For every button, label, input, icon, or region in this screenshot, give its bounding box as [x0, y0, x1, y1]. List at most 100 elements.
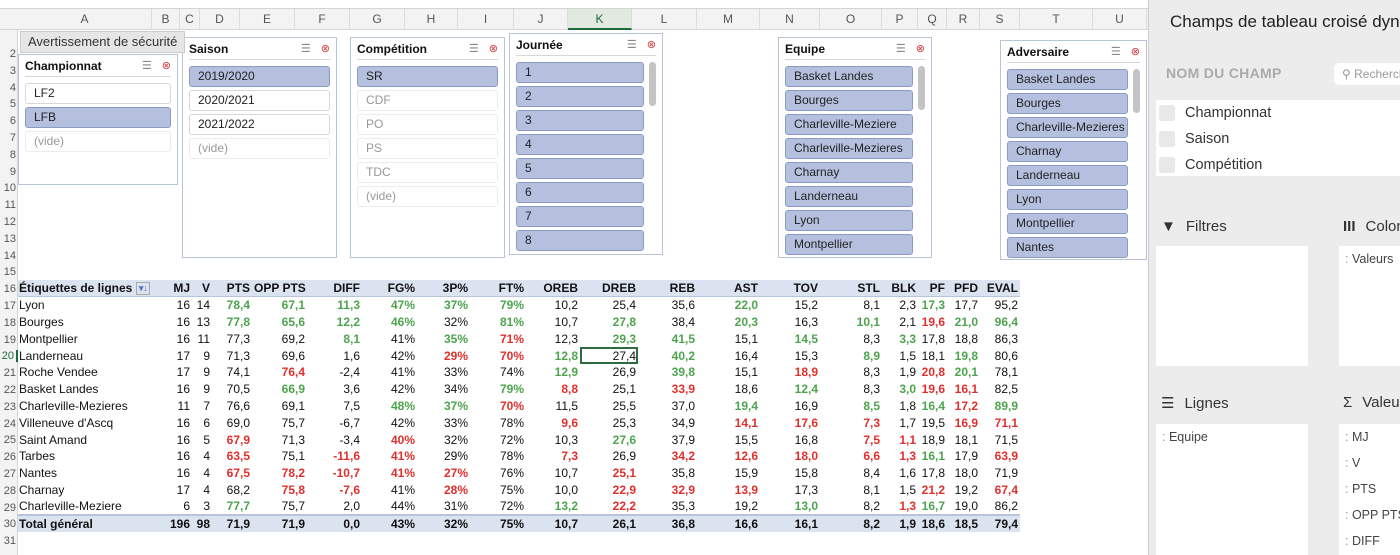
table-cell[interactable]: 16 — [176, 298, 190, 313]
row-header-24[interactable]: 24 — [3, 417, 16, 430]
total-cell[interactable]: 10,7 — [526, 514, 580, 532]
slicer-item[interactable]: (vide) — [25, 131, 171, 152]
table-cell[interactable]: 86,3 — [994, 331, 1018, 346]
table-cell[interactable]: 25,3 — [612, 415, 636, 430]
table-cell[interactable]: 20,1 — [954, 365, 978, 380]
table-cell[interactable]: 67,9 — [226, 432, 250, 447]
table-cell[interactable]: 75,8 — [281, 482, 305, 497]
table-cell[interactable]: 7 — [203, 398, 210, 413]
table-cell[interactable]: 16,9 — [794, 398, 818, 413]
table-cell[interactable]: 72% — [499, 432, 524, 447]
table-cell[interactable]: -6,7 — [339, 415, 360, 430]
column-header-K[interactable]: K — [568, 9, 632, 30]
table-cell[interactable]: 41% — [390, 365, 415, 380]
table-cell[interactable]: 1,7 — [899, 415, 916, 430]
total-cell[interactable]: 0,0 — [307, 514, 362, 532]
table-cell[interactable]: 1,5 — [899, 348, 916, 363]
total-cell[interactable]: 18,5 — [947, 514, 980, 532]
slicer-item[interactable]: 7 — [516, 206, 644, 227]
row-label[interactable]: Tarbes — [19, 449, 56, 464]
slicer-item[interactable]: TDC — [357, 162, 498, 183]
table-cell[interactable]: 67,5 — [226, 466, 250, 481]
column-header-S[interactable]: S — [980, 9, 1020, 30]
table-cell[interactable]: 65,6 — [281, 314, 305, 329]
column-header-N[interactable]: N — [760, 9, 820, 30]
table-cell[interactable]: 34% — [443, 382, 468, 397]
table-cell[interactable]: 47% — [390, 298, 415, 313]
row-header-14[interactable]: 14 — [3, 249, 16, 262]
table-cell[interactable]: 2,3 — [899, 298, 916, 313]
row-label[interactable]: Roche Vendee — [19, 365, 98, 380]
slicer-item[interactable]: Bourges — [1007, 93, 1128, 114]
table-cell[interactable]: 42% — [390, 348, 415, 363]
table-cell[interactable]: 35,8 — [671, 466, 695, 481]
table-cell[interactable]: 1,8 — [899, 398, 916, 413]
table-cell[interactable]: 17,3 — [794, 482, 818, 497]
row-header-16[interactable]: 16 — [3, 283, 16, 296]
table-cell[interactable]: 10,1 — [856, 314, 880, 329]
row-header-30[interactable]: 30 — [3, 518, 16, 531]
table-cell[interactable]: 69,1 — [281, 398, 305, 413]
row-header-20[interactable]: 20 — [0, 350, 18, 363]
table-cell[interactable]: 70,5 — [226, 382, 250, 397]
table-cell[interactable]: 37,9 — [671, 432, 695, 447]
field-item[interactable]: Championnat — [1156, 100, 1400, 126]
table-cell[interactable]: 15,8 — [794, 466, 818, 481]
table-cell[interactable]: 18,0 — [954, 466, 978, 481]
slicer-item[interactable]: 2019/2020 — [189, 66, 330, 87]
table-cell[interactable]: 10,2 — [554, 298, 578, 313]
table-cell[interactable]: 18,8 — [954, 331, 978, 346]
table-cell[interactable]: 1,1 — [899, 432, 916, 447]
row-header-25[interactable]: 25 — [3, 434, 16, 447]
table-cell[interactable]: 15,9 — [734, 466, 758, 481]
total-cell[interactable]: 75% — [470, 514, 526, 532]
total-cell[interactable]: 16,6 — [697, 514, 760, 532]
table-cell[interactable]: 77,3 — [226, 331, 250, 346]
table-cell[interactable]: 15,5 — [734, 432, 758, 447]
slicer-item[interactable]: Landerneau — [785, 186, 913, 207]
table-cell[interactable]: 44% — [390, 499, 415, 514]
column-header-I[interactable]: I — [458, 9, 514, 30]
table-cell[interactable]: 20,3 — [734, 314, 758, 329]
table-cell[interactable]: 10,7 — [554, 466, 578, 481]
total-cell[interactable]: 98 — [192, 514, 212, 532]
table-cell[interactable]: 1,3 — [899, 499, 916, 514]
table-cell[interactable]: 35,3 — [671, 499, 695, 514]
table-cell[interactable]: 66,9 — [281, 382, 305, 397]
table-cell[interactable]: 77,8 — [226, 314, 250, 329]
slicer-item[interactable]: 6 — [516, 182, 644, 203]
table-cell[interactable]: 3,6 — [343, 382, 360, 397]
table-cell[interactable]: 42% — [390, 382, 415, 397]
table-cell[interactable]: 8,4 — [863, 466, 880, 481]
slicer-item[interactable]: CDF — [357, 90, 498, 111]
table-cell[interactable]: 12,2 — [336, 314, 360, 329]
row-header-31[interactable]: 31 — [3, 535, 16, 548]
table-cell[interactable]: 16,8 — [794, 432, 818, 447]
row-header-11[interactable]: 11 — [4, 199, 16, 212]
table-cell[interactable]: 81% — [499, 314, 524, 329]
table-cell[interactable]: 82,5 — [994, 382, 1018, 397]
table-cell[interactable]: 17,2 — [954, 398, 978, 413]
multi-select-icon[interactable]: ☰ — [300, 43, 311, 55]
row-header-6[interactable]: 6 — [9, 115, 16, 128]
table-cell[interactable]: 72% — [499, 499, 524, 514]
table-cell[interactable]: 13,0 — [794, 499, 818, 514]
table-cell[interactable]: 38,4 — [671, 314, 695, 329]
table-cell[interactable]: 70% — [499, 398, 524, 413]
table-cell[interactable]: 29% — [443, 348, 468, 363]
table-cell[interactable]: 3,0 — [899, 382, 916, 397]
table-cell[interactable]: 46% — [390, 314, 415, 329]
table-cell[interactable]: 26,9 — [612, 449, 636, 464]
table-cell[interactable]: 63,9 — [994, 449, 1018, 464]
slicer-scrollbar[interactable] — [1133, 69, 1140, 113]
column-header-M[interactable]: M — [697, 9, 760, 30]
table-cell[interactable]: 33% — [443, 365, 468, 380]
table-cell[interactable]: 41,5 — [671, 331, 695, 346]
total-cell[interactable]: 8,2 — [820, 514, 882, 532]
field-item[interactable]: Compétition — [1156, 152, 1400, 178]
column-header-G[interactable]: G — [350, 9, 405, 30]
table-cell[interactable]: 16 — [176, 382, 190, 397]
area-item[interactable]: MJ — [1339, 424, 1400, 450]
table-cell[interactable]: 71,3 — [226, 348, 250, 363]
row-header-8[interactable]: 8 — [9, 148, 16, 161]
